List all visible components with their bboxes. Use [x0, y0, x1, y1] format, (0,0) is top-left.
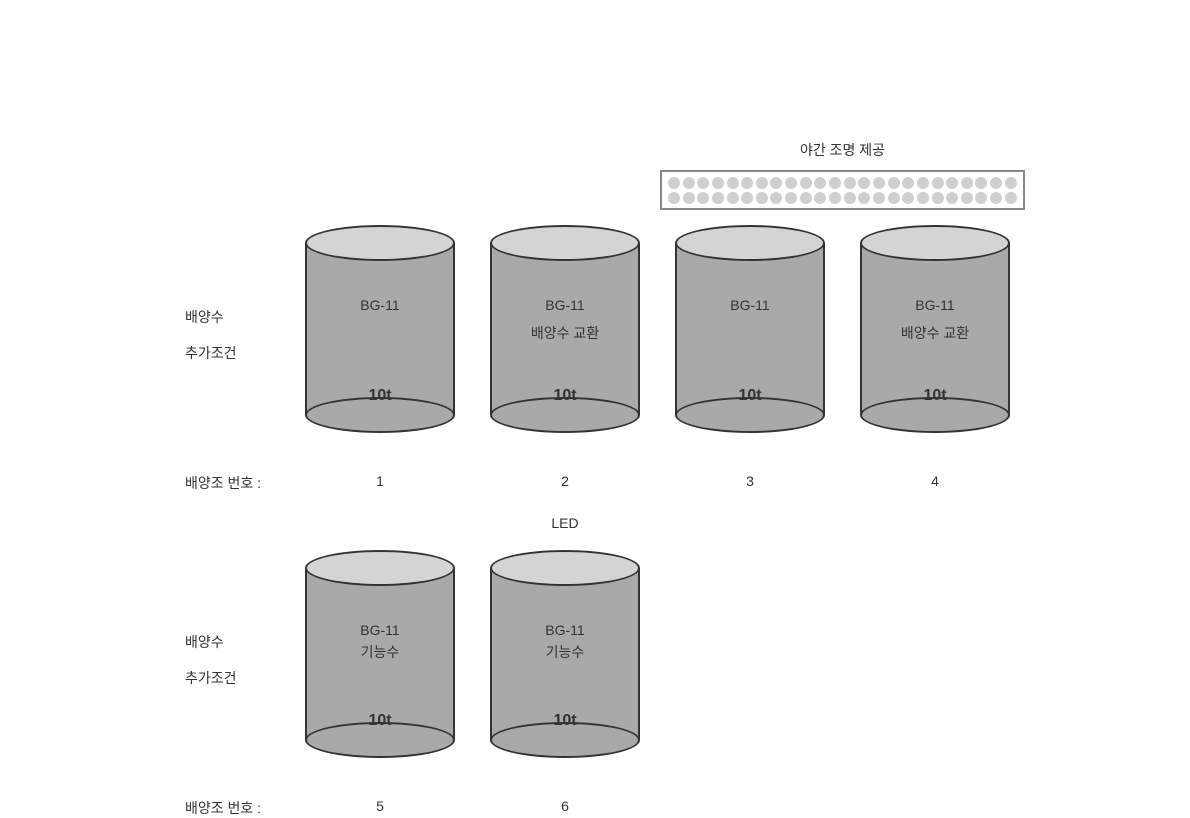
tank-extra-label: 기능수: [490, 642, 640, 662]
light-dot: [741, 177, 753, 189]
light-dot: [1005, 192, 1017, 204]
light-dot: [844, 192, 856, 204]
light-dot: [668, 192, 680, 204]
light-dot: [858, 177, 870, 189]
led-label: LED: [490, 515, 640, 531]
tank-number-1: 1: [305, 473, 455, 489]
tank-bg-label: BG-11: [305, 297, 455, 313]
light-dot: [756, 177, 768, 189]
row1-additional-condition-label: 추가조건: [185, 343, 237, 363]
light-dot-row: [668, 177, 1017, 189]
tank-volume-label: 10t: [490, 387, 640, 405]
light-dot: [844, 177, 856, 189]
cylinder-top: [305, 550, 455, 586]
cylinder-top: [860, 225, 1010, 261]
row2-additional-condition-label: 추가조건: [185, 668, 237, 688]
light-dot: [902, 192, 914, 204]
night-light-label: 야간 조명 제공: [675, 140, 1010, 160]
tank-number-5: 5: [305, 798, 455, 814]
light-dot: [785, 192, 797, 204]
light-dot: [814, 177, 826, 189]
light-dot: [946, 177, 958, 189]
cylinder-top: [675, 225, 825, 261]
light-dot: [888, 192, 900, 204]
light-dot: [814, 192, 826, 204]
light-dot: [975, 192, 987, 204]
light-dot: [756, 192, 768, 204]
light-dot: [712, 177, 724, 189]
cylinder-top: [490, 550, 640, 586]
light-dot: [961, 192, 973, 204]
light-dot: [902, 177, 914, 189]
light-dot: [946, 192, 958, 204]
light-dot: [888, 177, 900, 189]
light-dot: [829, 177, 841, 189]
light-dot: [990, 177, 1002, 189]
light-dot: [668, 177, 680, 189]
light-dot: [727, 192, 739, 204]
tank-cylinder-5: BG-11 기능수 10t: [305, 550, 455, 740]
row1-tank-number-label: 배양조 번호 :: [185, 473, 261, 493]
light-dot: [917, 177, 929, 189]
tank-number-6: 6: [490, 798, 640, 814]
light-dot: [800, 192, 812, 204]
tank-volume-label: 10t: [305, 387, 455, 405]
tank-bg-label: BG-11: [675, 297, 825, 313]
light-dot: [932, 192, 944, 204]
tank-cylinder-3: BG-11 10t: [675, 225, 825, 415]
light-dot: [697, 192, 709, 204]
tank-volume-label: 10t: [305, 712, 455, 730]
tank-cylinder-6: BG-11 기능수 10t: [490, 550, 640, 740]
tank-volume-label: 10t: [675, 387, 825, 405]
light-dot: [975, 177, 987, 189]
tank-cylinder-1: BG-11 10t: [305, 225, 455, 415]
light-dot: [683, 192, 695, 204]
tank-extra-label: 배양수 교환: [860, 323, 1010, 343]
light-dot: [932, 177, 944, 189]
light-dot: [770, 192, 782, 204]
light-dot-row: [668, 192, 1017, 204]
light-dot: [961, 177, 973, 189]
tank-bg-label: BG-11: [305, 622, 455, 638]
light-dot: [990, 192, 1002, 204]
light-dot: [917, 192, 929, 204]
cylinder-top: [490, 225, 640, 261]
tank-extra-label: 배양수 교환: [490, 323, 640, 343]
light-strip: [660, 170, 1025, 210]
light-dot: [697, 177, 709, 189]
tank-number-4: 4: [860, 473, 1010, 489]
tank-number-3: 3: [675, 473, 825, 489]
light-dot: [873, 177, 885, 189]
light-dot: [683, 177, 695, 189]
light-dot: [770, 177, 782, 189]
tank-bg-label: BG-11: [860, 297, 1010, 313]
light-dot: [873, 192, 885, 204]
row2-tank-number-label: 배양조 번호 :: [185, 798, 261, 818]
tank-bg-label: BG-11: [490, 622, 640, 638]
tank-bg-label: BG-11: [490, 297, 640, 313]
light-dot: [741, 192, 753, 204]
row2-culture-water-label: 배양수: [185, 632, 224, 652]
tank-extra-label: 기능수: [305, 642, 455, 662]
tank-cylinder-4: BG-11 배양수 교환 10t: [860, 225, 1010, 415]
light-dot: [1005, 177, 1017, 189]
cylinder-top: [305, 225, 455, 261]
light-dot: [727, 177, 739, 189]
row1-culture-water-label: 배양수: [185, 307, 224, 327]
diagram-container: 야간 조명 제공 LED 배양수 추가조건 배양조 번호 : 배양수 추가조건 …: [0, 0, 1190, 818]
tank-cylinder-2: BG-11 배양수 교환 10t: [490, 225, 640, 415]
tank-number-2: 2: [490, 473, 640, 489]
light-dot: [829, 192, 841, 204]
light-dot: [785, 177, 797, 189]
tank-volume-label: 10t: [490, 712, 640, 730]
light-dot: [712, 192, 724, 204]
light-dot: [858, 192, 870, 204]
tank-volume-label: 10t: [860, 387, 1010, 405]
light-dot: [800, 177, 812, 189]
